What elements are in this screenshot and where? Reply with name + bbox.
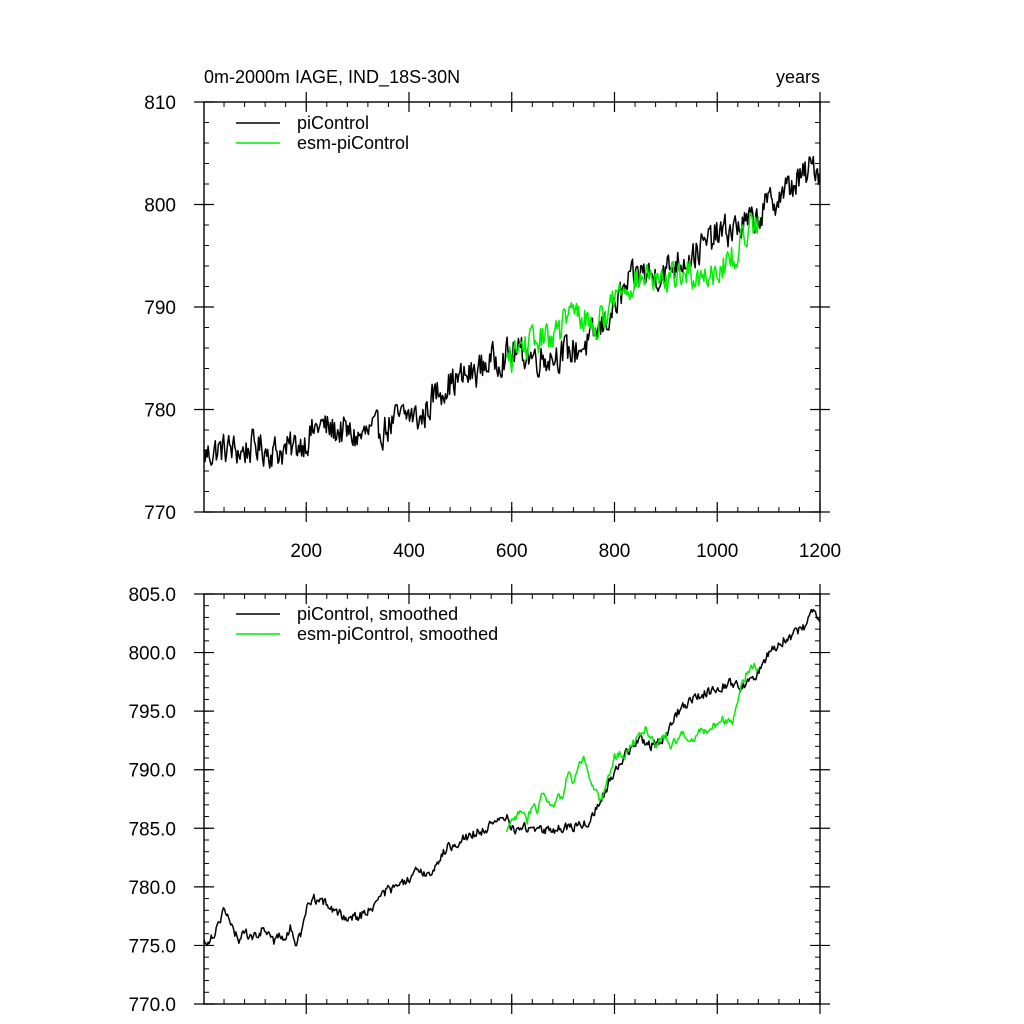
x-tick-label: 400: [393, 541, 425, 562]
legend-label-esm-picontrol: esm-piControl: [297, 133, 409, 153]
legend-label-picontrol-smoothed: piControl, smoothed: [297, 604, 458, 624]
x-tick-label: 600: [496, 541, 528, 562]
y-tick-label: 770.0: [128, 995, 176, 1016]
y-tick-label: 770: [144, 503, 176, 524]
y-tick-label: 810: [144, 93, 176, 114]
y-tick-label: 805.0: [128, 585, 176, 606]
chart-title-right: years: [776, 67, 820, 87]
y-tick-label: 800: [144, 196, 176, 217]
y-tick-label: 795.0: [128, 702, 176, 723]
bottom-panel: 770.0 775.0 780.0 785.0 790.0 795.0 800.0 805.0…: [128, 584, 830, 1016]
y-tick-label: 785.0: [128, 819, 176, 840]
y-tick-label: 775.0: [128, 936, 176, 957]
legend-label-esm-picontrol-smoothed: esm-piControl, smoothed: [297, 624, 498, 644]
y-tick-label: 790: [144, 298, 176, 319]
series-line-picontrol: [203, 155, 821, 469]
y-tick-label: 790.0: [128, 761, 176, 782]
x-tick-label: 200: [290, 541, 322, 562]
series-line-esm-picontrol-smoothed: [505, 662, 760, 833]
x-tick-label: 800: [599, 541, 631, 562]
top-panel: 0m-2000m IAGE, IND_18S-30N years 770 780 7…: [144, 67, 841, 562]
plot-frame: [203, 593, 821, 1005]
legend-label-picontrol: piControl: [297, 113, 369, 133]
x-tick-label: 1200: [799, 541, 841, 562]
series-line-esm-picontrol: [505, 212, 760, 373]
legend: piControl, smoothed esm-piControl, smoot…: [236, 604, 498, 644]
chart-title-left: 0m-2000m IAGE, IND_18S-30N: [204, 67, 460, 88]
x-tick-label: 1000: [696, 541, 738, 562]
y-tick-label: 800.0: [128, 644, 176, 665]
series-line-picontrol-smoothed: [203, 608, 821, 947]
y-tick-label: 780.0: [128, 878, 176, 899]
y-tick-label: 780: [144, 401, 176, 422]
legend: piControl esm-piControl: [236, 113, 409, 153]
